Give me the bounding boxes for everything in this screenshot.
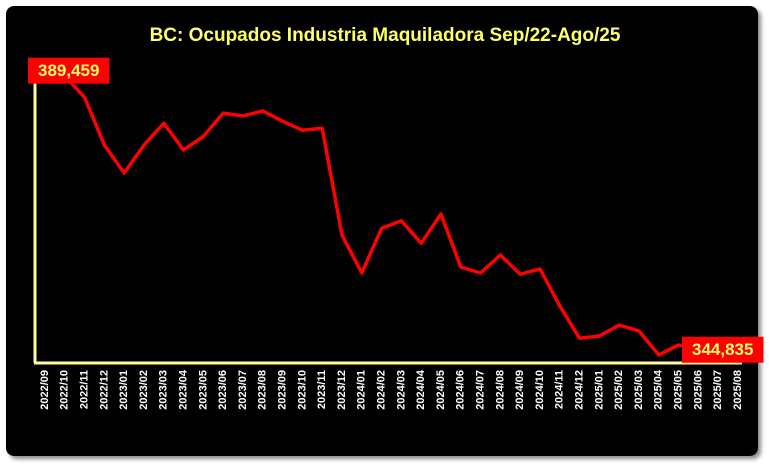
x-tick-label: 2023/03 [158,370,170,410]
x-tick-label: 2024/11 [554,370,566,409]
x-tick-label: 2024/12 [574,370,586,410]
x-tick-label: 2024/06 [455,370,467,410]
x-tick-label: 2024/08 [494,370,506,410]
x-tick-label: 2023/07 [237,370,249,410]
x-tick-label: 2024/03 [395,370,407,410]
x-tick-label: 2023/04 [178,369,190,410]
x-tick-label: 2025/01 [593,370,605,410]
x-tick-label: 2022/10 [59,370,71,410]
value-label-box [682,336,764,363]
x-tick-label: 2022/12 [98,370,110,410]
x-tick-label: 2023/02 [138,370,150,410]
x-tick-label: 2024/01 [356,370,368,410]
x-tick-label: 2025/04 [653,369,665,410]
x-tick-label: 2025/06 [692,370,704,410]
value-label-box [28,57,110,84]
value-label: 389,459 [38,61,99,80]
x-tick-label: 2023/05 [197,370,209,410]
x-tick-label: 2024/10 [534,370,546,410]
x-tick-label: 2024/02 [376,370,388,410]
chart-title: BC: Ocupados Industria Maquiladora Sep/2… [150,25,621,46]
value-label: 344,835 [692,340,753,359]
x-tick-label: 2022/09 [39,370,51,410]
x-tick-label: 2025/07 [712,370,724,410]
x-tick-label: 2025/02 [613,370,625,410]
x-tick-label: 2024/09 [514,370,526,410]
data-line [44,70,739,357]
x-tick-label: 2025/05 [673,370,685,410]
x-tick-label: 2024/04 [415,369,427,410]
x-tick-label: 2022/11 [79,370,91,409]
x-tick-label: 2024/07 [475,370,487,410]
x-tick-label: 2025/08 [732,370,744,410]
x-tick-label: 2023/08 [257,370,269,410]
x-tick-label: 2023/11 [316,370,328,409]
x-tick-label: 2023/09 [277,370,289,410]
x-tick-label: 2023/12 [336,370,348,410]
x-tick-label: 2025/03 [633,370,645,410]
x-tick-label: 2023/10 [296,370,308,410]
x-tick-label: 2023/06 [217,370,229,410]
x-tick-label: 2024/05 [435,370,447,410]
x-tick-label: 2023/01 [118,370,130,410]
